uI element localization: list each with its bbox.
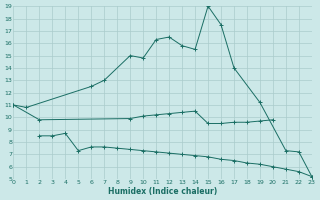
- X-axis label: Humidex (Indice chaleur): Humidex (Indice chaleur): [108, 187, 217, 196]
